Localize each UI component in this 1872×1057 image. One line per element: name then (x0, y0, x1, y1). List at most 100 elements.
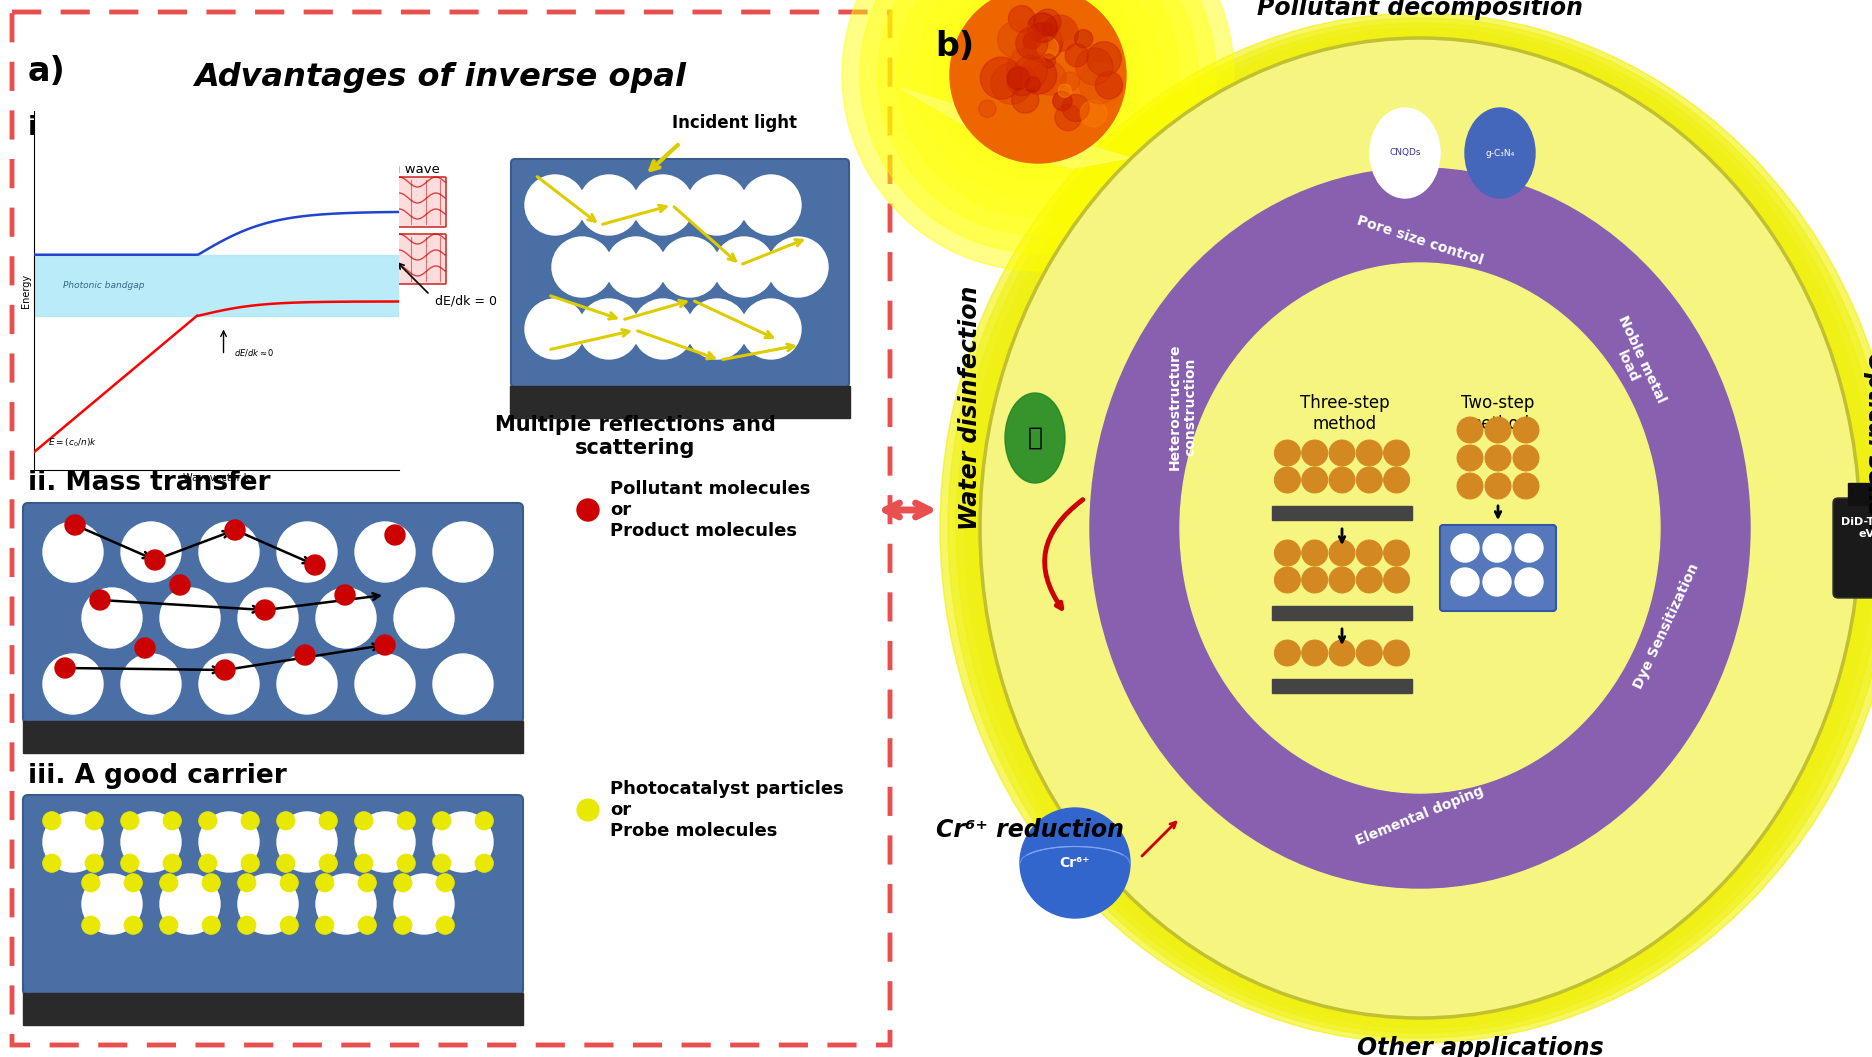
Circle shape (1383, 567, 1410, 593)
Circle shape (1026, 77, 1041, 92)
Text: Other applications: Other applications (1357, 1036, 1604, 1057)
Circle shape (842, 0, 1234, 271)
Text: Optical sensor: Optical sensor (1863, 352, 1872, 544)
Text: Incident light: Incident light (672, 114, 797, 132)
Bar (34, 255, 399, 316)
Circle shape (578, 175, 638, 235)
Text: Dye Sensitization: Dye Sensitization (1631, 561, 1702, 691)
Circle shape (1007, 67, 1030, 90)
Bar (509, 386, 850, 418)
Circle shape (215, 660, 236, 680)
Circle shape (82, 874, 99, 892)
Text: Heterostructure
construction: Heterostructure construction (1168, 344, 1198, 469)
FancyBboxPatch shape (1440, 525, 1556, 611)
FancyBboxPatch shape (333, 177, 446, 227)
Circle shape (1054, 19, 1075, 40)
Circle shape (281, 916, 298, 934)
Circle shape (1065, 43, 1088, 67)
Circle shape (1013, 56, 1046, 89)
Circle shape (356, 654, 416, 713)
Circle shape (713, 237, 773, 297)
Text: $dE/dk\approx 0$: $dE/dk\approx 0$ (234, 347, 275, 358)
Circle shape (1011, 86, 1039, 113)
Circle shape (1513, 472, 1539, 499)
Text: Cr⁶⁺ reduction: Cr⁶⁺ reduction (936, 818, 1123, 842)
Ellipse shape (940, 13, 1872, 1043)
Circle shape (296, 645, 314, 665)
Circle shape (198, 522, 258, 582)
Circle shape (277, 812, 337, 872)
Circle shape (124, 874, 142, 892)
Circle shape (1456, 418, 1483, 443)
Circle shape (122, 522, 182, 582)
Circle shape (1383, 440, 1410, 466)
Circle shape (1275, 567, 1301, 593)
Circle shape (432, 522, 492, 582)
Circle shape (277, 522, 337, 582)
Circle shape (255, 600, 275, 620)
Circle shape (475, 854, 492, 872)
Circle shape (633, 299, 693, 359)
Circle shape (1043, 15, 1078, 52)
Circle shape (1007, 49, 1046, 89)
Circle shape (159, 874, 178, 892)
Circle shape (1451, 534, 1479, 562)
Circle shape (1013, 48, 1028, 62)
Circle shape (277, 654, 337, 713)
Circle shape (198, 854, 217, 872)
Circle shape (198, 812, 217, 830)
Circle shape (90, 590, 110, 610)
Circle shape (316, 874, 333, 892)
Circle shape (1020, 808, 1131, 917)
Polygon shape (900, 88, 1131, 168)
Circle shape (1052, 91, 1073, 111)
Circle shape (163, 812, 182, 830)
Circle shape (144, 550, 165, 570)
Text: dE/dk = 0: dE/dk = 0 (434, 295, 496, 308)
Text: CNQDs: CNQDs (1389, 148, 1421, 157)
Circle shape (393, 874, 412, 892)
Circle shape (1357, 567, 1382, 593)
Circle shape (1383, 639, 1410, 666)
Text: a): a) (28, 55, 66, 88)
Circle shape (238, 916, 256, 934)
Circle shape (277, 854, 294, 872)
Circle shape (741, 175, 801, 235)
Circle shape (358, 916, 376, 934)
Circle shape (1028, 13, 1058, 42)
Bar (1271, 606, 1411, 620)
Circle shape (524, 299, 586, 359)
FancyBboxPatch shape (333, 234, 446, 284)
Text: Advantages of inverse opal: Advantages of inverse opal (195, 62, 685, 93)
Circle shape (320, 812, 337, 830)
Circle shape (1054, 105, 1082, 131)
Circle shape (1058, 85, 1071, 97)
Bar (1271, 506, 1411, 520)
Circle shape (1451, 568, 1479, 596)
Circle shape (432, 812, 451, 830)
Circle shape (316, 588, 376, 648)
Circle shape (122, 812, 182, 872)
Circle shape (661, 237, 721, 297)
Text: 🐸: 🐸 (1028, 426, 1043, 450)
Circle shape (316, 916, 333, 934)
Text: Pollutant decomposition: Pollutant decomposition (1256, 0, 1584, 20)
Circle shape (475, 812, 492, 830)
Ellipse shape (1370, 108, 1440, 198)
Text: Water disinfection: Water disinfection (958, 285, 983, 531)
Circle shape (1275, 639, 1301, 666)
Circle shape (859, 0, 1217, 253)
Circle shape (159, 916, 178, 934)
Circle shape (122, 854, 139, 872)
Circle shape (1020, 57, 1058, 94)
Circle shape (998, 21, 1035, 58)
Circle shape (436, 916, 455, 934)
Circle shape (238, 874, 298, 934)
Circle shape (1513, 418, 1539, 443)
Circle shape (1483, 534, 1511, 562)
Circle shape (577, 499, 599, 521)
Circle shape (1016, 27, 1048, 59)
Ellipse shape (1005, 393, 1065, 483)
Circle shape (82, 874, 142, 934)
Circle shape (82, 588, 142, 648)
